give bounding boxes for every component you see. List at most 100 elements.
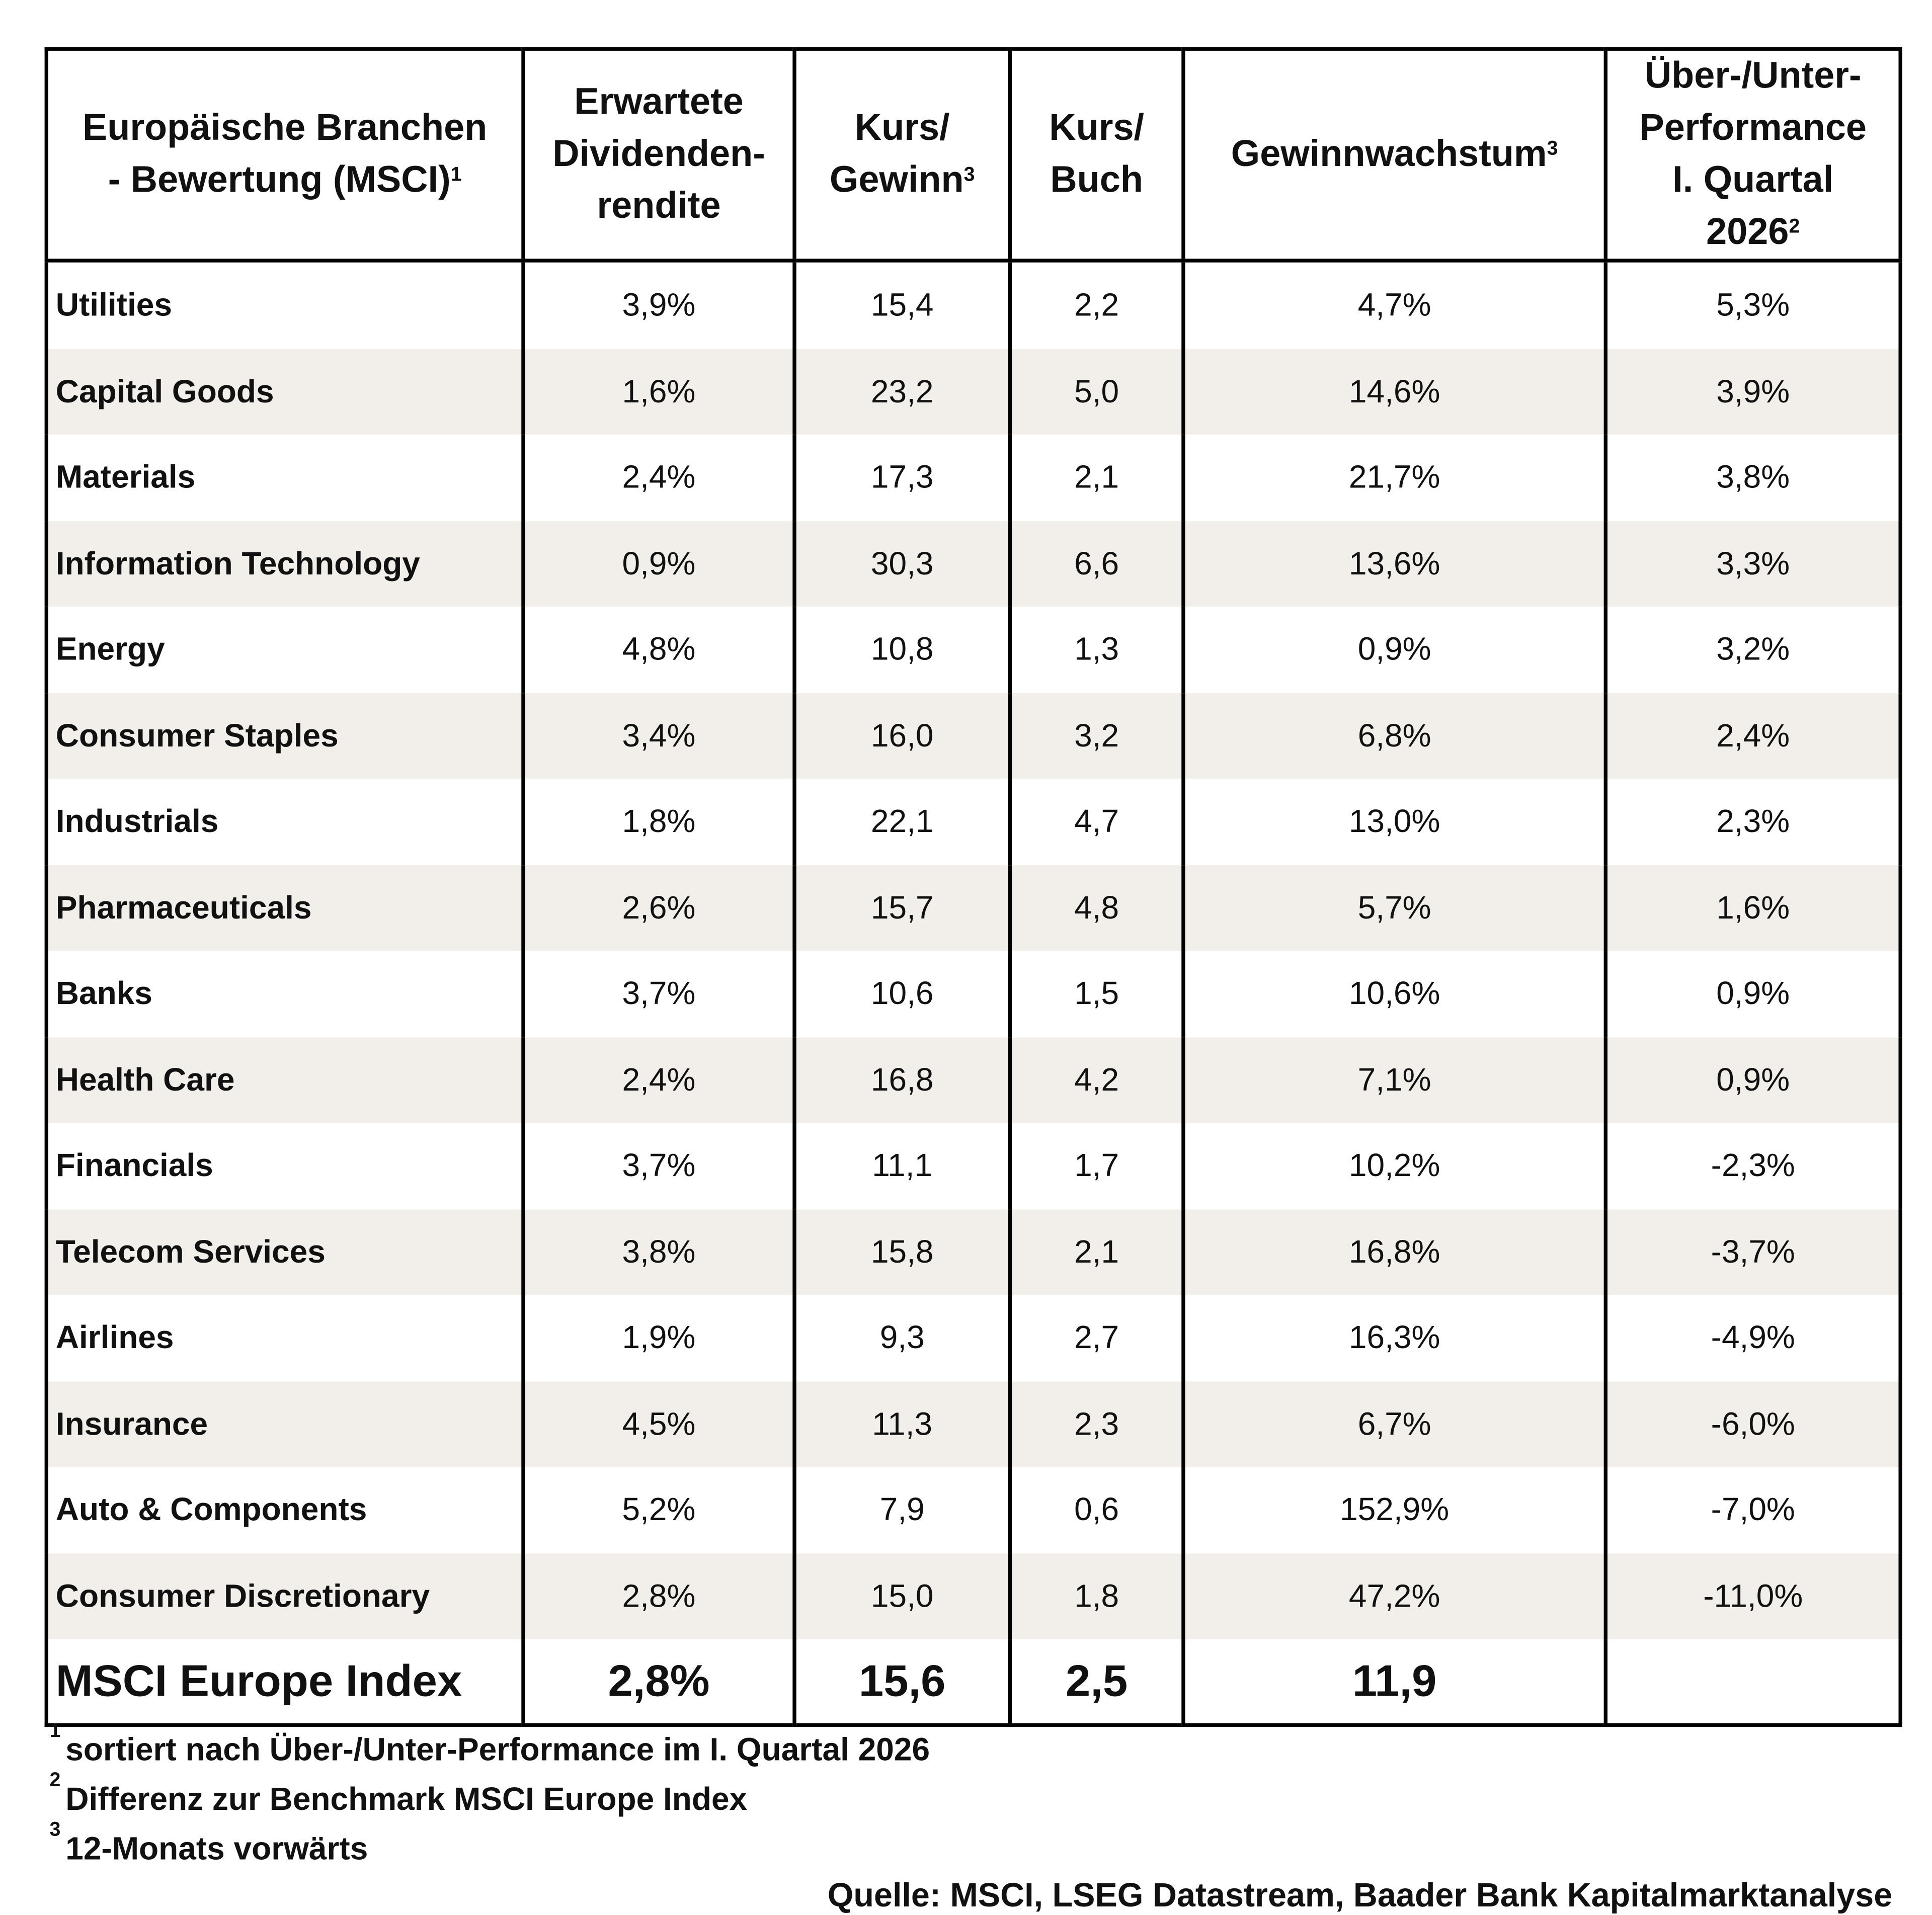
table-row: Information Technology 0,9% 30,3 6,6 13,6% 3,… xyxy=(46,520,1901,607)
header-line: 2026 xyxy=(1706,211,1789,253)
header-cell: Kurs/Buch xyxy=(1008,49,1183,263)
header-line: Buch xyxy=(1050,159,1143,201)
value-cell: 0,6 xyxy=(1008,1467,1183,1553)
sector-name: Capital Goods xyxy=(46,348,523,435)
table-row: Insurance 4,5% 11,3 2,3 6,7% -6,0% xyxy=(46,1381,1901,1467)
sector-name: Auto & Components xyxy=(55,1490,367,1528)
value-cell: 7,9 xyxy=(792,1467,1010,1553)
table-row: Auto & Components 5,2% 7,9 0,6 152,9% -7,0% xyxy=(46,1467,1901,1553)
value-cell: 15,4 xyxy=(792,261,1010,349)
value-cell: 3,9% xyxy=(521,261,795,349)
header-line: I. Quartal xyxy=(1672,159,1834,201)
table-row: Health Care 2,4% 16,8 4,2 7,1% 0,9% xyxy=(46,1037,1901,1123)
sector-name: Telecom Services xyxy=(46,1209,523,1295)
value-cell: 2,3% xyxy=(1603,778,1901,865)
value-cell: 1,9% xyxy=(521,1295,795,1381)
footnote: 1 sortiert nach Über-/Unter-Performance i… xyxy=(49,1721,930,1769)
value-cell: 0,9% xyxy=(1603,951,1901,1037)
header-cell: Kurs/Gewinn3 xyxy=(792,49,1010,263)
total-value: 2,5 xyxy=(1008,1639,1183,1725)
table-row: Energy 4,8% 10,8 1,3 0,9% 3,2% xyxy=(46,606,1901,693)
header-cell: Erwartete Dividenden-rendite xyxy=(521,49,795,263)
table-row: Pharmaceuticals 2,6% 15,7 4,8 5,7% 1,6% xyxy=(46,865,1901,951)
table-row: Industrials 1,8% 22,1 4,7 13,0% 2,3% xyxy=(46,778,1901,865)
value-cell: 14,6% xyxy=(1181,348,1606,435)
valuation-table: Europäische Branchen - Bewertung (MSCI)1 E… xyxy=(44,47,1902,1727)
value-cell: 1,8% xyxy=(521,778,795,865)
sector-name: Health Care xyxy=(46,1037,523,1123)
value-cell: -2,3% xyxy=(1603,1123,1901,1209)
value-cell: -7,0% xyxy=(1603,1467,1901,1553)
header-line: Europäische Branchen xyxy=(82,108,488,149)
value-cell: 17,3 xyxy=(792,434,1010,521)
value-cell: 4,7% xyxy=(1181,261,1606,349)
value-cell: 0,9% xyxy=(521,520,795,607)
value-cell: -11,0% xyxy=(1603,1553,1901,1639)
footnote-number: 2 xyxy=(49,1770,61,1792)
value-cell: 21,7% xyxy=(1181,434,1606,521)
value-cell: 6,7% xyxy=(1181,1381,1606,1467)
header-line: Performance xyxy=(1639,108,1867,149)
value-cell: 5,0 xyxy=(1008,348,1183,435)
header-line: Erwartete xyxy=(574,81,744,123)
value-cell: 2,2 xyxy=(1008,261,1183,349)
value-cell: 2,3 xyxy=(1008,1381,1183,1467)
footnote-number: 3 xyxy=(49,1819,61,1841)
sector-name: Banks xyxy=(55,974,152,1012)
table-row: Airlines 1,9% 9,3 2,7 16,3% -4,9% xyxy=(46,1295,1901,1381)
value-cell: 9,3 xyxy=(792,1295,1010,1381)
value-cell: 16,0 xyxy=(792,692,1010,779)
header-line: Gewinn xyxy=(829,159,964,201)
value-cell: 1,3 xyxy=(1008,606,1183,693)
value-cell: 0,9% xyxy=(1603,1037,1901,1123)
source: Quelle: MSCI, LSEG Datastream, Baader Ba… xyxy=(827,1876,1893,1914)
value-cell: 3,4% xyxy=(521,692,795,779)
table-row: Telecom Services 3,8% 15,8 2,1 16,8% -3,7% xyxy=(46,1209,1901,1295)
value-cell: 6,8% xyxy=(1181,692,1606,779)
footnote: 2 Differenz zur Benchmark MSCI Europe Ind… xyxy=(49,1770,748,1818)
value-cell: 1,8 xyxy=(1008,1553,1183,1639)
table-row: Materials 2,4% 17,3 2,1 21,7% 3,8% xyxy=(46,434,1901,521)
total-value: 11,9 xyxy=(1181,1639,1606,1725)
header-cell: Über-/Unter- Performance I. Quartal 20262 xyxy=(1603,49,1901,263)
header-line: Kurs/ xyxy=(1049,108,1145,149)
value-cell: 13,6% xyxy=(1181,520,1606,607)
sector-name: Insurance xyxy=(46,1381,523,1467)
footnote-text: Differenz zur Benchmark MSCI Europe Inde… xyxy=(65,1780,748,1817)
value-cell: 4,5% xyxy=(521,1381,795,1467)
value-cell: 3,3% xyxy=(1603,520,1901,607)
value-cell: 2,6% xyxy=(521,865,795,951)
value-cell: 1,5 xyxy=(1008,951,1183,1037)
value-cell: 4,8% xyxy=(521,606,795,693)
header-line: Dividenden- xyxy=(552,133,765,175)
total-value: 15,6 xyxy=(792,1639,1010,1725)
value-cell: 152,9% xyxy=(1181,1467,1606,1553)
sector-name: Consumer Discretionary xyxy=(46,1553,523,1639)
footnote-ref: 1 xyxy=(450,164,462,186)
value-cell: -3,7% xyxy=(1603,1209,1901,1295)
value-cell: 11,1 xyxy=(792,1123,1010,1209)
value-cell: 1,6% xyxy=(521,348,795,435)
value-cell: 16,8 xyxy=(792,1037,1010,1123)
header-cell: Gewinnwachstum3 xyxy=(1181,49,1606,263)
value-cell: 10,6% xyxy=(1181,951,1606,1037)
header-line: Gewinnwachstum xyxy=(1231,133,1547,175)
footnote: 3 12-Monats vorwärts xyxy=(49,1820,368,1868)
header-row: Europäische Branchen - Bewertung (MSCI)1 E… xyxy=(46,49,1901,263)
header-line: - Bewertung (MSCI) xyxy=(108,159,451,201)
header-line: Über-/Unter- xyxy=(1644,55,1862,97)
value-cell: 3,8% xyxy=(521,1209,795,1295)
value-cell: 7,1% xyxy=(1181,1037,1606,1123)
sector-name: Utilities xyxy=(55,286,172,323)
value-cell: 2,8% xyxy=(521,1553,795,1639)
table-row: Capital Goods 1,6% 23,2 5,0 14,6% 3,9% xyxy=(46,348,1901,435)
table-body: Utilities 3,9% 15,4 2,2 4,7% 5,3% Capital Good… xyxy=(46,261,1901,1725)
header-cell: Europäische Branchen - Bewertung (MSCI)1 xyxy=(46,49,523,263)
sector-name: Consumer Staples xyxy=(46,692,523,779)
sector-name: Materials xyxy=(55,458,196,496)
value-cell: 11,3 xyxy=(792,1381,1010,1467)
value-cell: 10,6 xyxy=(792,951,1010,1037)
value-cell: 16,3% xyxy=(1181,1295,1606,1381)
